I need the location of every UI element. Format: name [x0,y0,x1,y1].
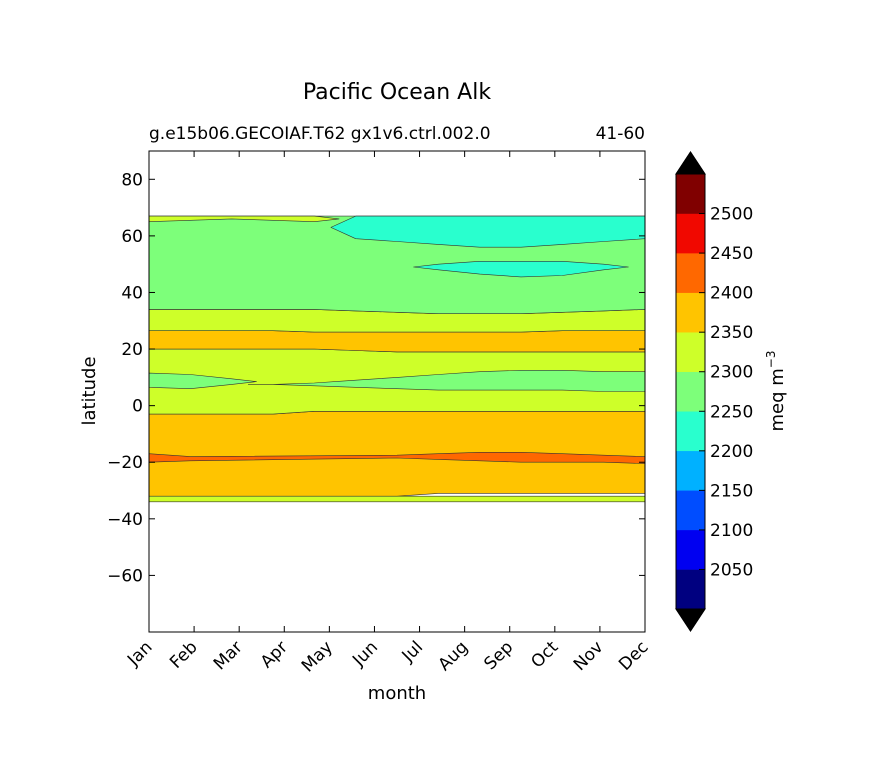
colorbar-tick-label: 2450 [710,244,753,264]
x-tick-label: Dec [615,637,652,674]
colorbar-tick-label: 2500 [710,205,753,225]
colorbar-label-exponent: −3 [764,351,778,369]
svg-text:meq m−3: meq m−3 [764,351,788,432]
colorbar-tick-label: 2350 [710,323,753,343]
x-tick-label: Jun [348,637,382,671]
contour-band-0 [148,495,646,503]
x-tick-label: Jan [123,637,156,670]
colorbar-swatch [675,411,706,452]
chart-subtitle-left: g.e15b06.GECOIAF.T62 gx1v6.ctrl.002.0 [149,124,491,144]
plot-area [148,150,646,633]
y-tick-label: −60 [107,566,143,586]
x-tick-label: Nov [570,637,608,675]
contour-patch-1 [148,372,257,389]
y-tick-label: 40 [121,283,143,303]
contour-patch-4 [148,215,340,222]
colorbar-extend-low [675,608,706,632]
x-tick-label: Sep [480,637,517,674]
chart-subtitle-right: 41-60 [596,124,645,144]
contour-band-4 [148,309,646,333]
colorbar-tick-label: 2400 [710,284,753,304]
colorbar-tick-label: 2250 [710,402,753,422]
x-tick-label: Jul [398,637,427,666]
colorbar-swatch [675,569,706,610]
y-tick-label: −20 [107,453,143,473]
colorbar-swatch [675,331,706,372]
x-tick-label: Aug [435,637,473,675]
x-axis-label: month [368,683,426,704]
colorbar-tick-label: 2300 [710,363,753,383]
colorbar-swatch [675,213,706,254]
colorbar-outline [675,151,706,632]
colorbar-swatch [675,371,706,412]
y-tick-label: 0 [132,397,143,417]
x-tick-label: Oct [527,637,562,672]
colorbar-tick-label: 2200 [710,442,753,462]
x-tick-label: Apr [257,637,292,672]
chart-title: Pacific Ocean Alk [303,80,491,105]
plot-frame [148,150,646,633]
y-tick-label: 20 [121,340,143,360]
y-tick-label: −40 [107,510,143,530]
x-tick-label: Mar [210,637,247,674]
x-tick-label: Feb [166,637,201,672]
colorbar-swatch [675,529,706,570]
colorbar-swatch [675,252,706,293]
colorbar-tick-label: 2100 [710,521,753,541]
colorbar: 2050 2100 2150 2200 2250 2300 2350 2400 2450 2500 [675,151,753,632]
colorbar-label: meq m−3 [764,351,788,432]
colorbar-label-unit: meq m [767,368,788,431]
colorbar-swatch [675,490,706,531]
colorbar-swatch [675,292,706,333]
y-tick-label: 80 [121,170,143,190]
colorbar-swatch [675,173,706,214]
y-axis: 80 60 40 20 0 −20 −40 −60 [107,170,645,586]
y-tick-label: 60 [121,227,143,247]
colorbar-swatch [675,450,706,491]
colorbar-extend-high [675,151,706,175]
colorbar-tick-label: 2150 [710,481,753,501]
contour-patch-3 [413,261,629,278]
y-axis-label: latitude [79,356,100,425]
x-tick-label: May [298,637,337,676]
colorbar-tick-label: 2050 [710,560,753,580]
contour-band-3 [148,330,646,353]
